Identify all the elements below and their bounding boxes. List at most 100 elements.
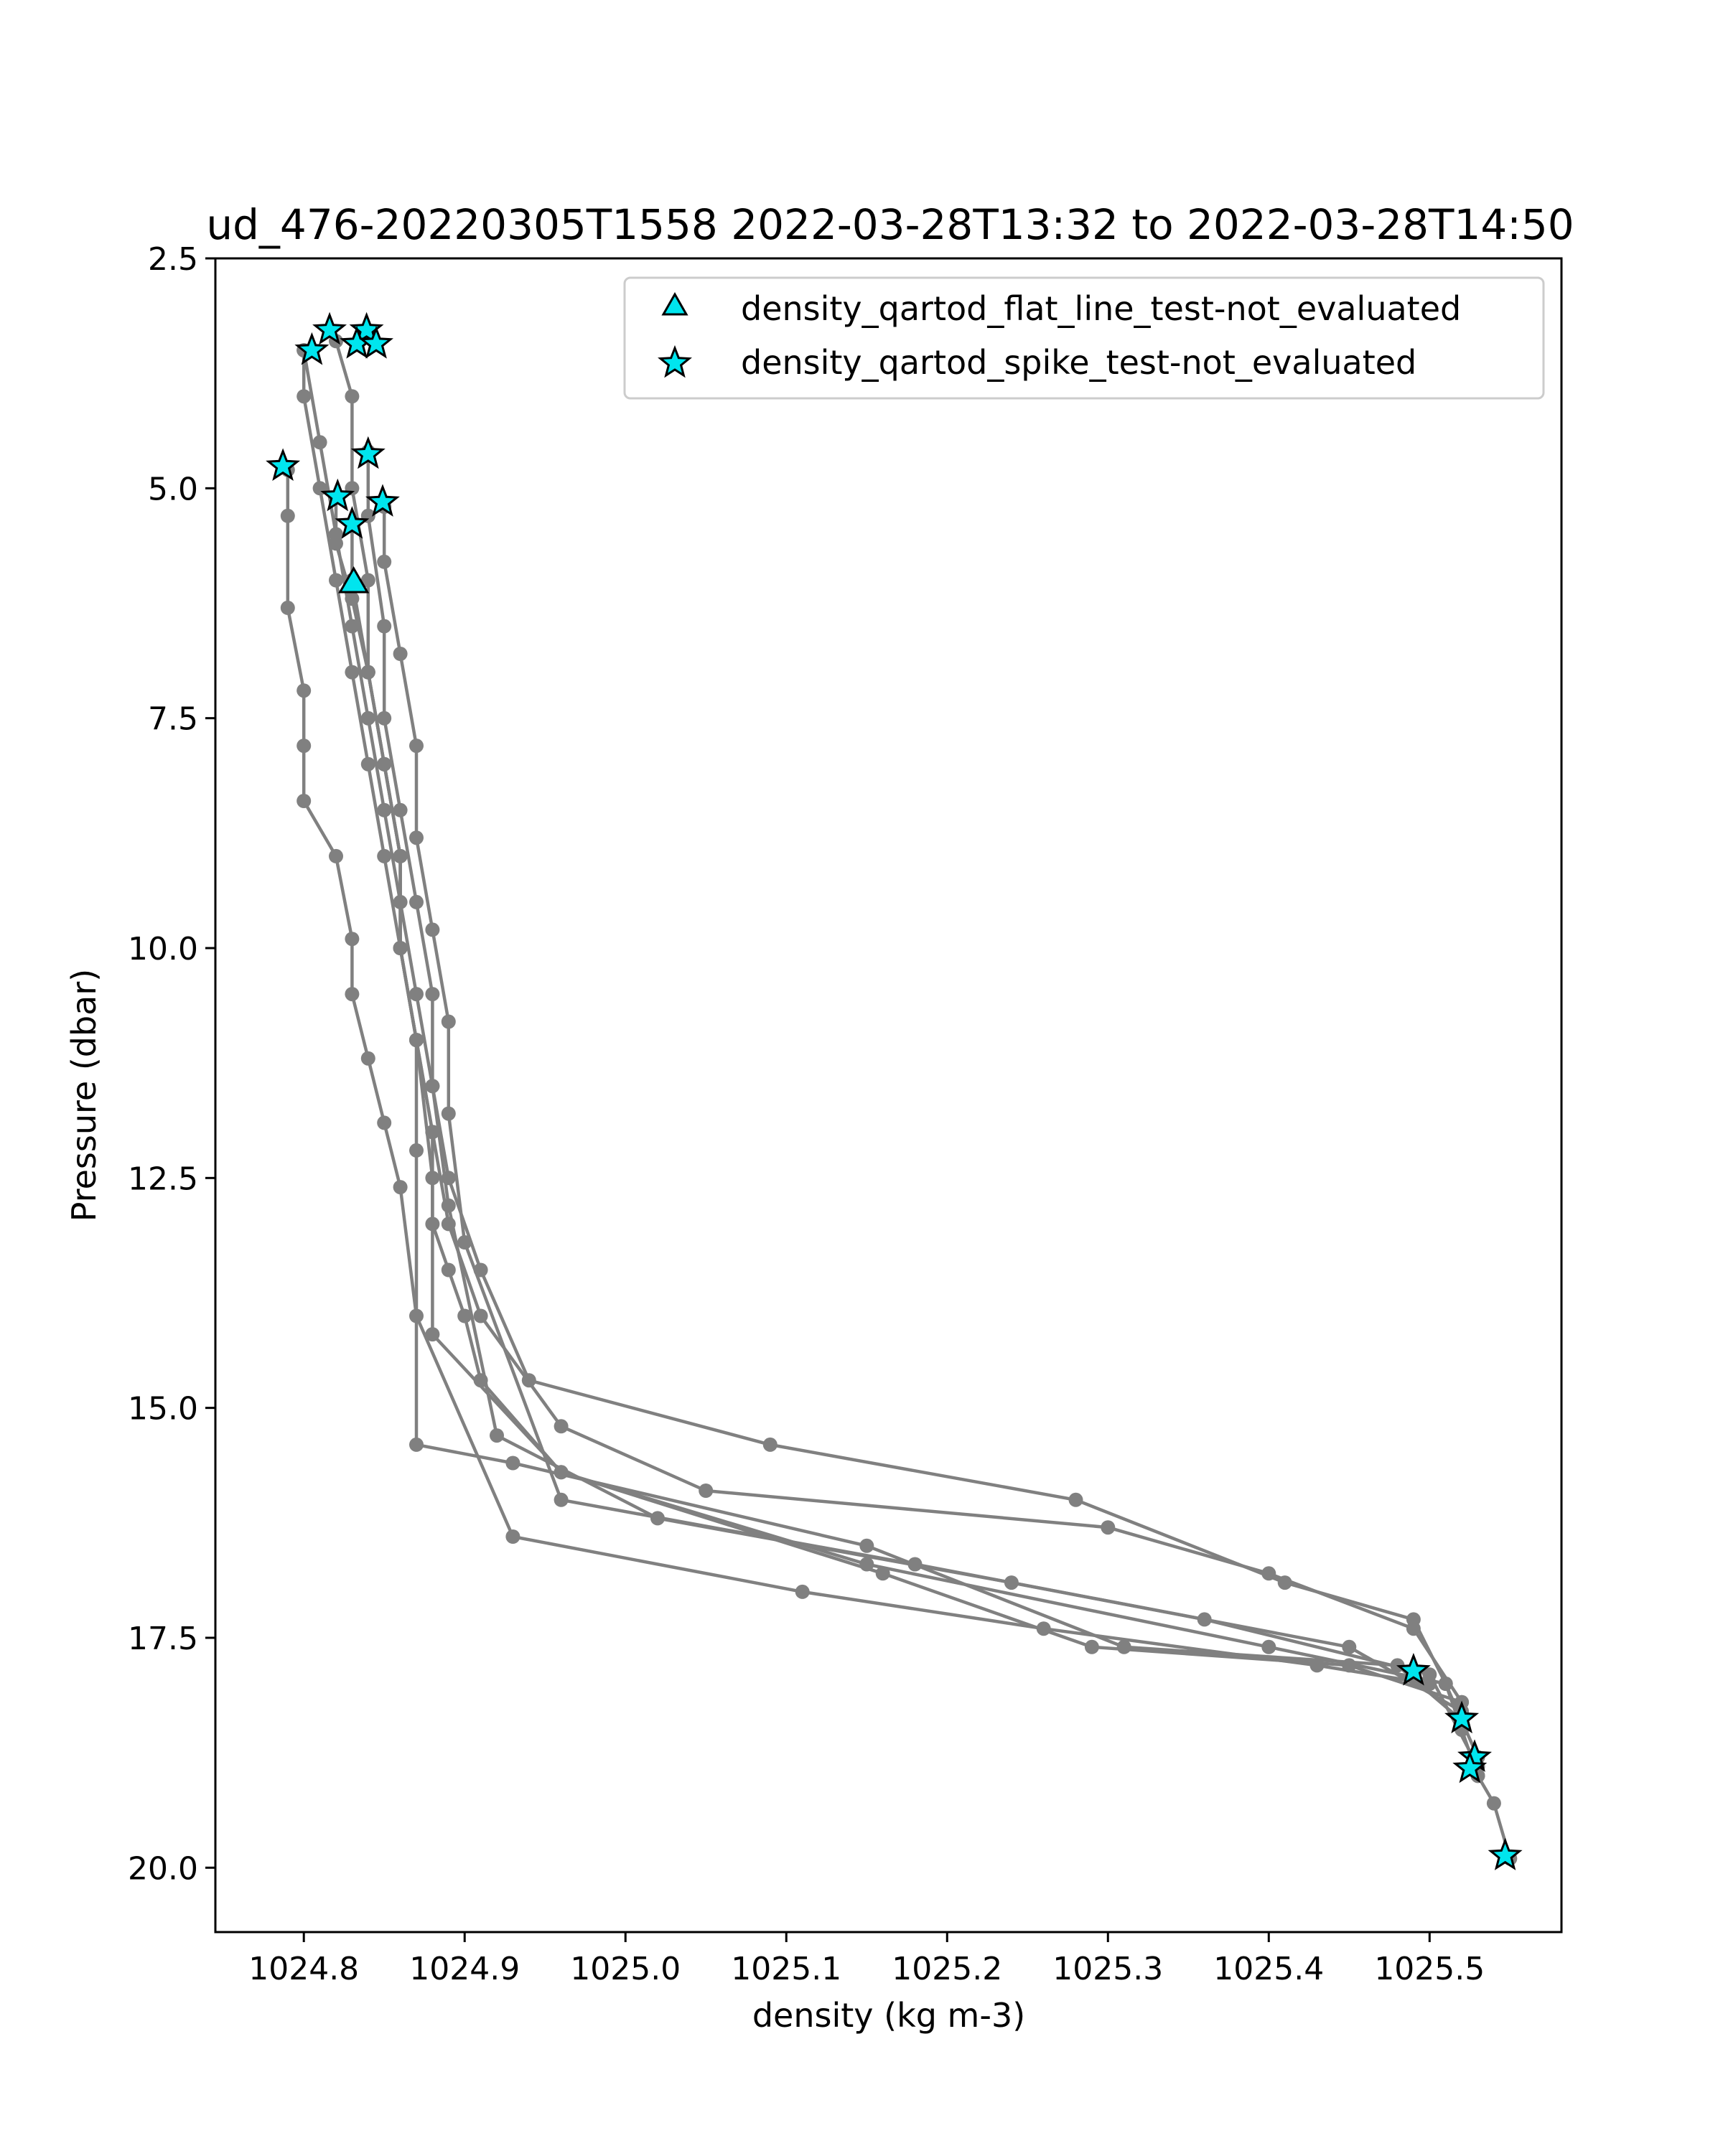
profile-3-point <box>360 756 375 772</box>
profile-6-point <box>360 665 375 680</box>
profile-4-point <box>280 508 295 523</box>
profile-3-point <box>699 1484 714 1498</box>
profile-3-point <box>554 1419 569 1434</box>
profile-3-point <box>377 848 392 863</box>
legend: density_qartod_flat_line_test-not_evalua… <box>623 276 1545 400</box>
profile-5-point <box>1084 1639 1099 1654</box>
y-tick-label: 2.5 <box>148 241 198 278</box>
profile-3-point <box>296 389 312 404</box>
x-axis-ticks: 1024.8 1024.9 1025.0 1025.1 1025.2 1025.3 1025… <box>248 1932 1485 1987</box>
profile-5-point <box>875 1566 890 1581</box>
profile-6-point <box>393 848 408 863</box>
profile-8-point <box>393 647 408 661</box>
profile-4-point <box>360 1051 375 1066</box>
profile-1-point <box>345 389 360 404</box>
plot-frame <box>214 257 1563 1934</box>
spike-flag-marker <box>266 448 301 481</box>
profile-7-point <box>1342 1639 1357 1654</box>
legend-label-flat-line: density_qartod_flat_line_test-not_evalua… <box>741 289 1461 328</box>
x-tick-label: 1025.1 <box>731 1951 841 1987</box>
spike-flag-marker <box>1452 1750 1488 1784</box>
profile-line-8 <box>382 507 1480 1768</box>
profile-8-point <box>441 1106 456 1121</box>
profile-6-point <box>409 1143 424 1158</box>
profile-1-point <box>457 1308 472 1323</box>
profile-7-point <box>377 711 392 726</box>
y-tick-label: 15.0 <box>128 1391 198 1428</box>
spike-flag-marker <box>365 484 400 517</box>
x-tick-label: 1025.4 <box>1213 1951 1324 1987</box>
profile-3-point <box>1261 1566 1276 1581</box>
profile-4-point <box>280 600 295 615</box>
y-axis-label: Pressure (dbar) <box>65 969 103 1222</box>
profile-6-point <box>859 1538 874 1553</box>
profile-4-point <box>296 683 312 698</box>
profile-3-point <box>1101 1520 1116 1535</box>
profile-7-point <box>425 1079 440 1094</box>
y-tick-label: 10.0 <box>128 931 198 967</box>
flat-line-flag-marker <box>338 566 370 594</box>
profile-8-point <box>425 922 440 937</box>
profile-1-point <box>1261 1639 1276 1654</box>
profile-2-point <box>377 802 392 817</box>
profile-3-point <box>345 665 360 680</box>
profile-2-point <box>1068 1492 1083 1507</box>
profile-8-point <box>1197 1612 1212 1627</box>
profile-8-point <box>377 554 392 569</box>
profile-7-point <box>490 1428 504 1443</box>
x-axis-label: density (kg m-3) <box>752 1996 1025 2035</box>
spike-flag-marker <box>1488 1837 1523 1870</box>
profile-7-point <box>425 987 440 1002</box>
y-tick-label: 5.0 <box>148 471 198 507</box>
profile-lines <box>280 334 1518 1866</box>
profile-4-point <box>345 987 360 1002</box>
profile-6-point <box>1116 1639 1131 1654</box>
profile-7-point <box>377 619 392 634</box>
profile-3-point <box>1406 1621 1421 1636</box>
x-tick-label: 1025.5 <box>1374 1951 1485 1987</box>
profile-2-point <box>762 1437 778 1452</box>
profile-6-point <box>409 1033 424 1048</box>
profile-1-point <box>1486 1796 1501 1811</box>
profile-8-point <box>554 1492 569 1507</box>
y-tick-label: 12.5 <box>128 1161 198 1197</box>
profile-line-3 <box>302 350 1463 1703</box>
y-tick-label: 7.5 <box>148 701 198 738</box>
profile-5-point <box>425 1327 440 1342</box>
y-tick-label: 20.0 <box>128 1850 198 1887</box>
spike-flag-marker <box>1396 1652 1431 1686</box>
profile-4-point <box>377 1115 392 1130</box>
profile-6-point <box>505 1456 520 1471</box>
x-tick-label: 1024.9 <box>409 1951 520 1987</box>
profile-4-point <box>296 794 312 808</box>
x-tick-label: 1025.0 <box>570 1951 681 1987</box>
chart-title: ud_476-20220305T1558 2022-03-28T13:32 to… <box>206 200 1574 249</box>
profile-2-point <box>1438 1677 1453 1691</box>
profile-2-point <box>360 711 375 726</box>
spike-flag-marker <box>350 436 386 469</box>
profile-6-point <box>393 941 408 955</box>
profile-4-point <box>296 739 312 754</box>
profile-2-point <box>409 987 424 1002</box>
y-axis-ticks: 2.5 5.0 7.5 10.0 12.5 15.0 17.5 20.0 <box>128 241 215 1887</box>
spike-flag-marker <box>349 311 384 345</box>
profile-2-point <box>312 435 327 450</box>
profile-5-point <box>425 1171 440 1186</box>
spike-flag-marker <box>1444 1700 1480 1734</box>
profile-1-point <box>441 1262 456 1278</box>
profile-4-point <box>393 1180 408 1195</box>
legend-label-spike: density_qartod_spike_test-not_evaluated <box>741 343 1416 382</box>
legend-star-icon <box>658 345 692 378</box>
profile-7-point <box>441 1198 456 1213</box>
profile-8-point <box>409 830 424 845</box>
spike-flag-marker <box>358 326 393 359</box>
profile-8-point <box>457 1235 472 1250</box>
profile-3-point <box>329 573 343 588</box>
profile-line-4 <box>286 469 1430 1686</box>
profile-6-point <box>409 1437 424 1452</box>
profile-1-point <box>360 573 375 588</box>
profile-8-point <box>441 1014 456 1029</box>
profile-4-point <box>329 848 343 863</box>
